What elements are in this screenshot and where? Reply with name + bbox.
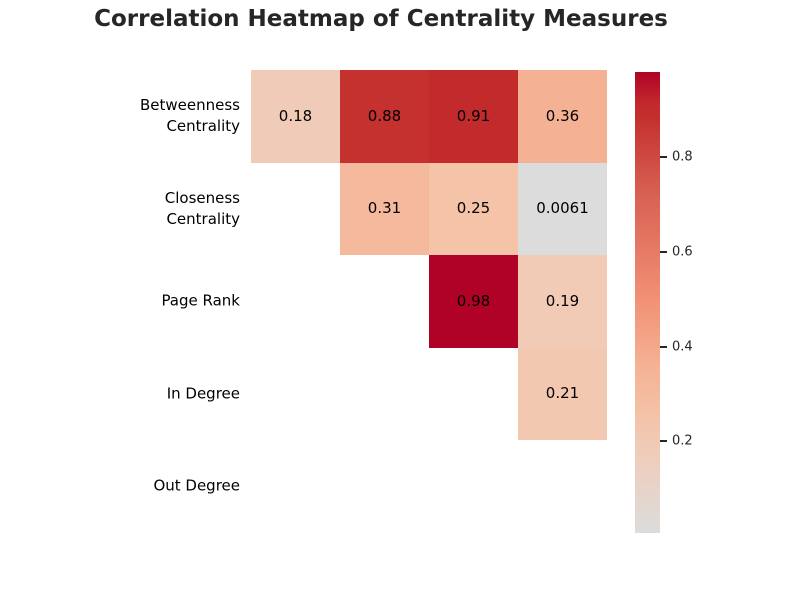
colorbar-tick bbox=[660, 156, 667, 159]
colorbar-tick-label: 0.8 bbox=[672, 149, 693, 165]
colorbar bbox=[635, 72, 660, 533]
heatmap-cell-value: 0.91 bbox=[456, 106, 491, 125]
heatmap-cell: 0.21 bbox=[518, 347, 607, 440]
heatmap-cell: 0.36 bbox=[518, 70, 607, 163]
row-label: In Degree bbox=[166, 384, 240, 403]
row-label: Out Degree bbox=[153, 476, 240, 495]
heatmap-cell-value: 0.18 bbox=[278, 106, 313, 125]
heatmap-cell: 0.0061 bbox=[518, 162, 607, 255]
heatmap-cell-value: 0.88 bbox=[367, 106, 402, 125]
row-label: Betweenness Centrality bbox=[140, 96, 240, 136]
heatmap-cell-value: 0.0061 bbox=[536, 199, 589, 218]
heatmap-cell: 0.19 bbox=[518, 255, 607, 348]
heatmap-cell: 0.18 bbox=[251, 70, 340, 163]
heatmap-cell-value: 0.98 bbox=[456, 291, 491, 310]
heatmap-cell: 0.25 bbox=[429, 162, 518, 255]
colorbar-tick bbox=[660, 345, 667, 348]
colorbar-tick-label: 0.4 bbox=[672, 339, 693, 355]
chart-title: Correlation Heatmap of Centrality Measur… bbox=[94, 6, 668, 32]
heatmap-cell: 0.91 bbox=[429, 70, 518, 163]
heatmap-cell-value: 0.31 bbox=[367, 199, 402, 218]
heatmap-cell: 0.98 bbox=[429, 255, 518, 348]
colorbar-tick bbox=[660, 440, 667, 443]
row-label: Page Rank bbox=[161, 291, 240, 310]
colorbar-tick-label: 0.6 bbox=[672, 244, 693, 260]
heatmap-cell-value: 0.19 bbox=[545, 291, 580, 310]
row-label: Closeness Centrality bbox=[164, 188, 240, 228]
colorbar-tick bbox=[660, 250, 667, 253]
colorbar-tick-label: 0.2 bbox=[672, 433, 693, 449]
heatmap-cell-value: 0.36 bbox=[545, 106, 580, 125]
heatmap-cell-value: 0.21 bbox=[545, 384, 580, 403]
heatmap-cell: 0.31 bbox=[340, 162, 429, 255]
heatmap-cell: 0.88 bbox=[340, 70, 429, 163]
heatmap-cell-value: 0.25 bbox=[456, 199, 491, 218]
